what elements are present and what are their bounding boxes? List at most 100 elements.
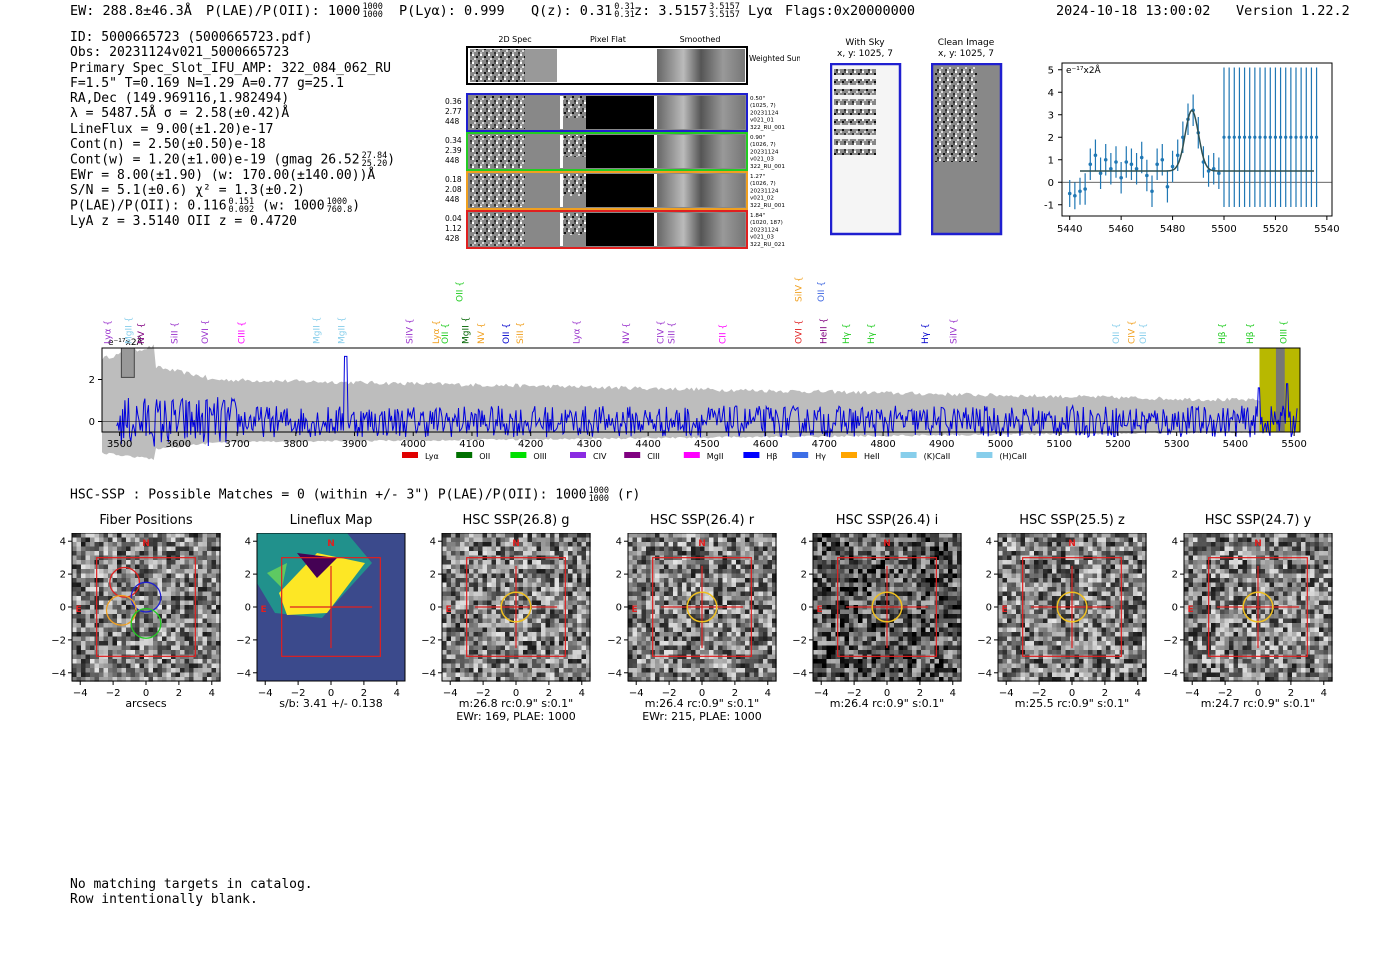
svg-text:SiIV {: SiIV { bbox=[406, 318, 416, 344]
spectrum-xtick-label: 4500 bbox=[694, 439, 719, 450]
fiber-circle bbox=[130, 607, 162, 639]
flat-point bbox=[1237, 135, 1242, 139]
stamp-right-value: (1026, 7) bbox=[750, 142, 776, 148]
emission-line-label: MgII { bbox=[461, 317, 471, 344]
fiber-stamps: 2D Spec Pixel Flat Smoothed Weighted Sum… bbox=[445, 35, 800, 249]
svg-text:OII {: OII { bbox=[502, 323, 512, 344]
stamp-left-value: 448 bbox=[445, 195, 460, 204]
flat-point bbox=[1304, 135, 1308, 139]
fiber-circle bbox=[109, 566, 141, 598]
data-point bbox=[1217, 171, 1221, 176]
cutout-xtick-label: 0 bbox=[328, 688, 334, 699]
cutout-ytick-label: −2 bbox=[978, 635, 992, 646]
cutout-xtick-label: 4 bbox=[579, 688, 585, 699]
cutout-ytick-label: 2 bbox=[1172, 570, 1178, 581]
cutout-ytick-label: −2 bbox=[608, 635, 622, 646]
cutout-ytick-label: −4 bbox=[237, 668, 251, 679]
aperture-box bbox=[652, 557, 752, 657]
stamp-right-value: (1025, 7) bbox=[750, 103, 776, 109]
cutout-xtick-label: 2 bbox=[361, 688, 367, 699]
cutout-xtick-label: −2 bbox=[1032, 688, 1047, 699]
stamp-left-value: 2.39 bbox=[445, 146, 462, 155]
svg-text:Hβ {: Hβ { bbox=[1218, 323, 1228, 344]
legend-entry: (H)CaII bbox=[976, 452, 1027, 461]
east-marker: E bbox=[1187, 605, 1193, 615]
north-marker: N bbox=[1068, 539, 1076, 549]
spectrum-xtick-label: 4000 bbox=[401, 439, 426, 450]
svg-text:SiII {: SiII { bbox=[516, 322, 526, 344]
data-point bbox=[1139, 155, 1144, 160]
east-marker: E bbox=[260, 605, 266, 615]
emission-line-label: OII { bbox=[817, 281, 827, 302]
cutout-xtick-label: 2 bbox=[546, 688, 552, 699]
emission-line-label: CIV { bbox=[656, 320, 666, 344]
flat-point bbox=[1242, 135, 1247, 139]
stamp-left-value: 0.18 bbox=[445, 175, 462, 184]
with-sky-image bbox=[830, 63, 902, 236]
cutout-ytick-label: 0 bbox=[60, 603, 66, 614]
header-version: Version 1.22.2 bbox=[1236, 3, 1350, 19]
emission-line-label: OII { bbox=[456, 281, 466, 302]
emission-line-label: MgII { bbox=[125, 317, 135, 344]
cutout-xtick-label: −2 bbox=[847, 688, 862, 699]
stamp-left-value: 0.04 bbox=[445, 214, 462, 223]
spectrum-xtick-label: 5400 bbox=[1223, 439, 1248, 450]
data-point bbox=[1170, 164, 1175, 169]
stamp-left-value: 448 bbox=[445, 117, 460, 126]
svg-text:SiIV {: SiIV { bbox=[795, 276, 805, 302]
info-lineflux: LineFlux = 9.00(±1.20)e-17 bbox=[70, 121, 274, 137]
svg-text:MgII {: MgII { bbox=[338, 317, 348, 344]
flat-point bbox=[1268, 135, 1272, 139]
flat-point bbox=[1284, 135, 1288, 139]
cutout-caption: arcsecs bbox=[125, 697, 167, 710]
data-point bbox=[1083, 187, 1087, 191]
emission-line-label: OII { bbox=[441, 323, 451, 344]
data-point bbox=[1175, 153, 1180, 158]
legend-entry: CIV bbox=[570, 452, 607, 461]
emission-line-label: Hγ { bbox=[842, 323, 852, 344]
info-fit: F=1.5" T=0.169 N=1.29 A=0.77 g=25.1 bbox=[70, 75, 344, 91]
zoom-xtick-label: 5520 bbox=[1263, 224, 1288, 235]
cutout-ytick-label: −2 bbox=[793, 635, 807, 646]
emission-line-label: MgII { bbox=[338, 317, 348, 344]
cutout-title: Fiber Positions bbox=[99, 513, 193, 528]
flat-point bbox=[1278, 135, 1283, 139]
cutout-ytick-label: −2 bbox=[237, 635, 251, 646]
cutout-image: N E −4 −2 0 2 4 4 2 0 −2 −4 bbox=[237, 533, 406, 699]
stamp-left-value: 2.08 bbox=[445, 185, 462, 194]
info-obs: Obs: 20231124v021_5000665723 bbox=[70, 45, 290, 61]
flat-point bbox=[1248, 135, 1252, 139]
emission-line-label: SiII { bbox=[170, 322, 180, 344]
zoom-xtick-label: 5500 bbox=[1211, 224, 1236, 235]
emission-line-label: SiIV { bbox=[795, 276, 805, 302]
emission-line-label: Hβ { bbox=[1246, 323, 1256, 344]
stamp-right-value: 322_RU_001 bbox=[750, 203, 785, 209]
cutout-ytick-label: 4 bbox=[801, 537, 807, 548]
spectrum-xtick-label: 3600 bbox=[166, 439, 191, 450]
data-point bbox=[1098, 171, 1103, 176]
source-circle bbox=[500, 591, 532, 623]
flat-point bbox=[1258, 135, 1262, 139]
info-ewr: EWr = 8.00(±1.90) (w: 170.00(±140.00))Å bbox=[70, 167, 376, 183]
emission-line-label: NV { bbox=[477, 323, 487, 344]
cutout-ytick-label: 2 bbox=[430, 570, 436, 581]
clean-image bbox=[931, 63, 1003, 236]
cutout-xtick-label: −4 bbox=[443, 688, 458, 699]
emission-line-label: NV { bbox=[137, 323, 147, 344]
detection-info: ID: 5000665723 (5000665723.pdf) Obs: 202… bbox=[70, 30, 395, 229]
fiber-circle bbox=[105, 594, 137, 626]
aperture-box bbox=[466, 557, 566, 657]
data-point bbox=[1109, 166, 1113, 171]
zoom-xtick-label: 5480 bbox=[1160, 224, 1185, 235]
weighted-sum-label: Weighted Sum bbox=[749, 54, 800, 63]
zoom-ytick-label: -1 bbox=[1044, 200, 1054, 211]
legend-entry: Hβ bbox=[743, 452, 778, 461]
cutout-xtick-label: 0 bbox=[143, 688, 149, 699]
spectrum-xtick-label: 4100 bbox=[459, 439, 484, 450]
cutout-xtick-label: 0 bbox=[1069, 688, 1075, 699]
spectrum-xtick-label: 3900 bbox=[342, 439, 367, 450]
hsc-matches: HSC-SSP : Possible Matches = 0 (within +… bbox=[70, 486, 641, 504]
svg-text:OIII {: OIII { bbox=[1279, 320, 1289, 344]
stamp-right-value: 1.27" bbox=[750, 174, 765, 180]
spectrum-xtick-label: 4900 bbox=[929, 439, 954, 450]
